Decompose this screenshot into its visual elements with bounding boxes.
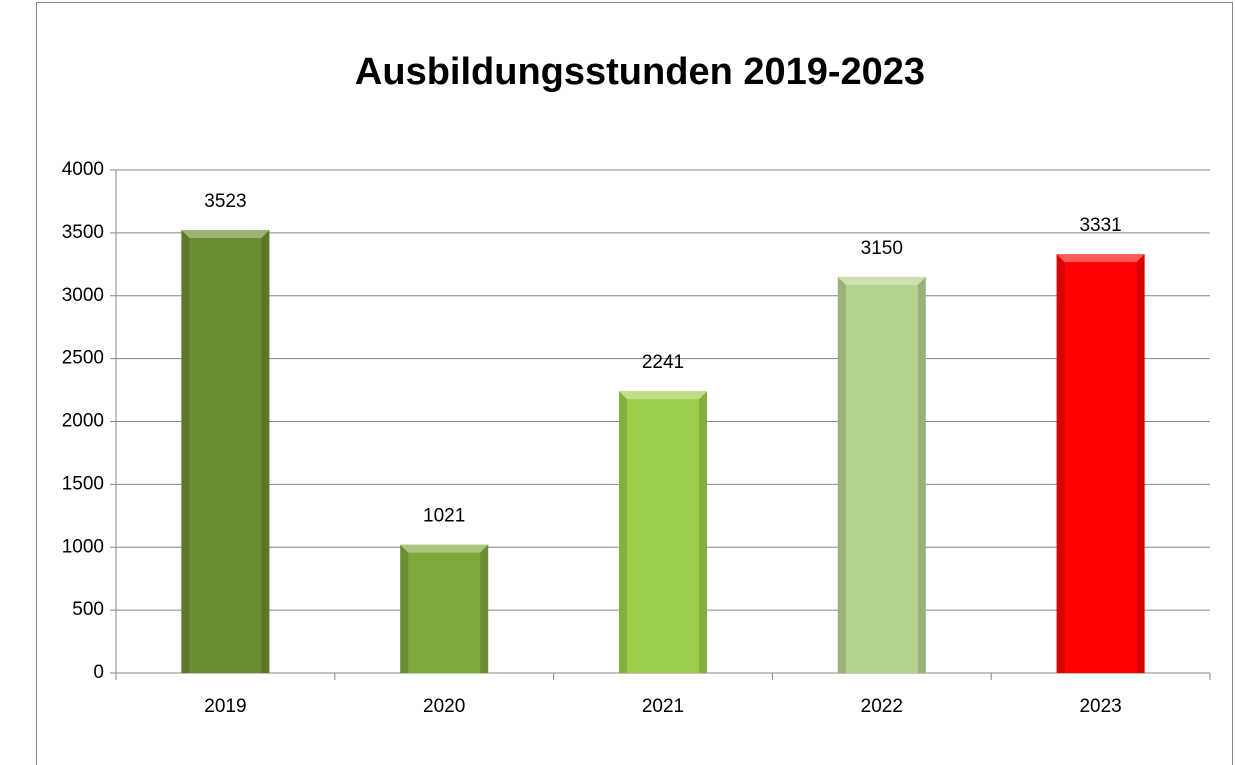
bar	[619, 391, 707, 673]
bar-shade	[837, 276, 846, 673]
x-tick-label: 2022	[861, 696, 903, 717]
bar-shade	[1056, 254, 1065, 673]
bar	[837, 276, 926, 673]
bar-shade	[917, 276, 926, 673]
bar-shade	[1136, 254, 1145, 673]
x-tick-label: 2019	[204, 696, 246, 717]
data-label: 3331	[1079, 215, 1121, 236]
y-tick-label: 3000	[62, 285, 104, 306]
x-tick-label: 2020	[423, 696, 465, 717]
bar-shade	[699, 391, 707, 673]
bar-bevel	[837, 276, 926, 285]
x-tick-label: 2021	[642, 696, 684, 717]
bar	[181, 229, 270, 673]
y-tick-label: 1000	[62, 536, 104, 557]
bar-bevel	[1056, 254, 1145, 263]
y-tick-label: 3500	[62, 222, 104, 243]
data-label: 3150	[861, 238, 903, 259]
y-tick-label: 1500	[62, 473, 104, 494]
y-tick-label: 4000	[62, 159, 104, 180]
bar	[1056, 254, 1145, 673]
data-label: 3523	[204, 191, 246, 212]
bar-bevel	[400, 544, 489, 553]
chart-title: Ausbildungsstunden 2019-2023	[355, 51, 925, 93]
y-tick-label: 2000	[62, 411, 104, 432]
y-tick-label: 500	[72, 599, 104, 620]
data-label: 2241	[642, 352, 684, 373]
bar-shade	[400, 544, 409, 673]
data-label: 1021	[423, 506, 465, 527]
bar-shade	[261, 229, 270, 673]
y-tick-label: 0	[93, 662, 104, 683]
x-tick-label: 2023	[1079, 696, 1121, 717]
bar-bevel	[181, 229, 270, 238]
bar-shade	[619, 391, 627, 673]
y-tick-label: 2500	[62, 348, 104, 369]
bar-bevel	[619, 391, 707, 400]
bar-shade	[480, 544, 489, 673]
bar-shade	[181, 229, 190, 673]
bar	[400, 544, 489, 673]
